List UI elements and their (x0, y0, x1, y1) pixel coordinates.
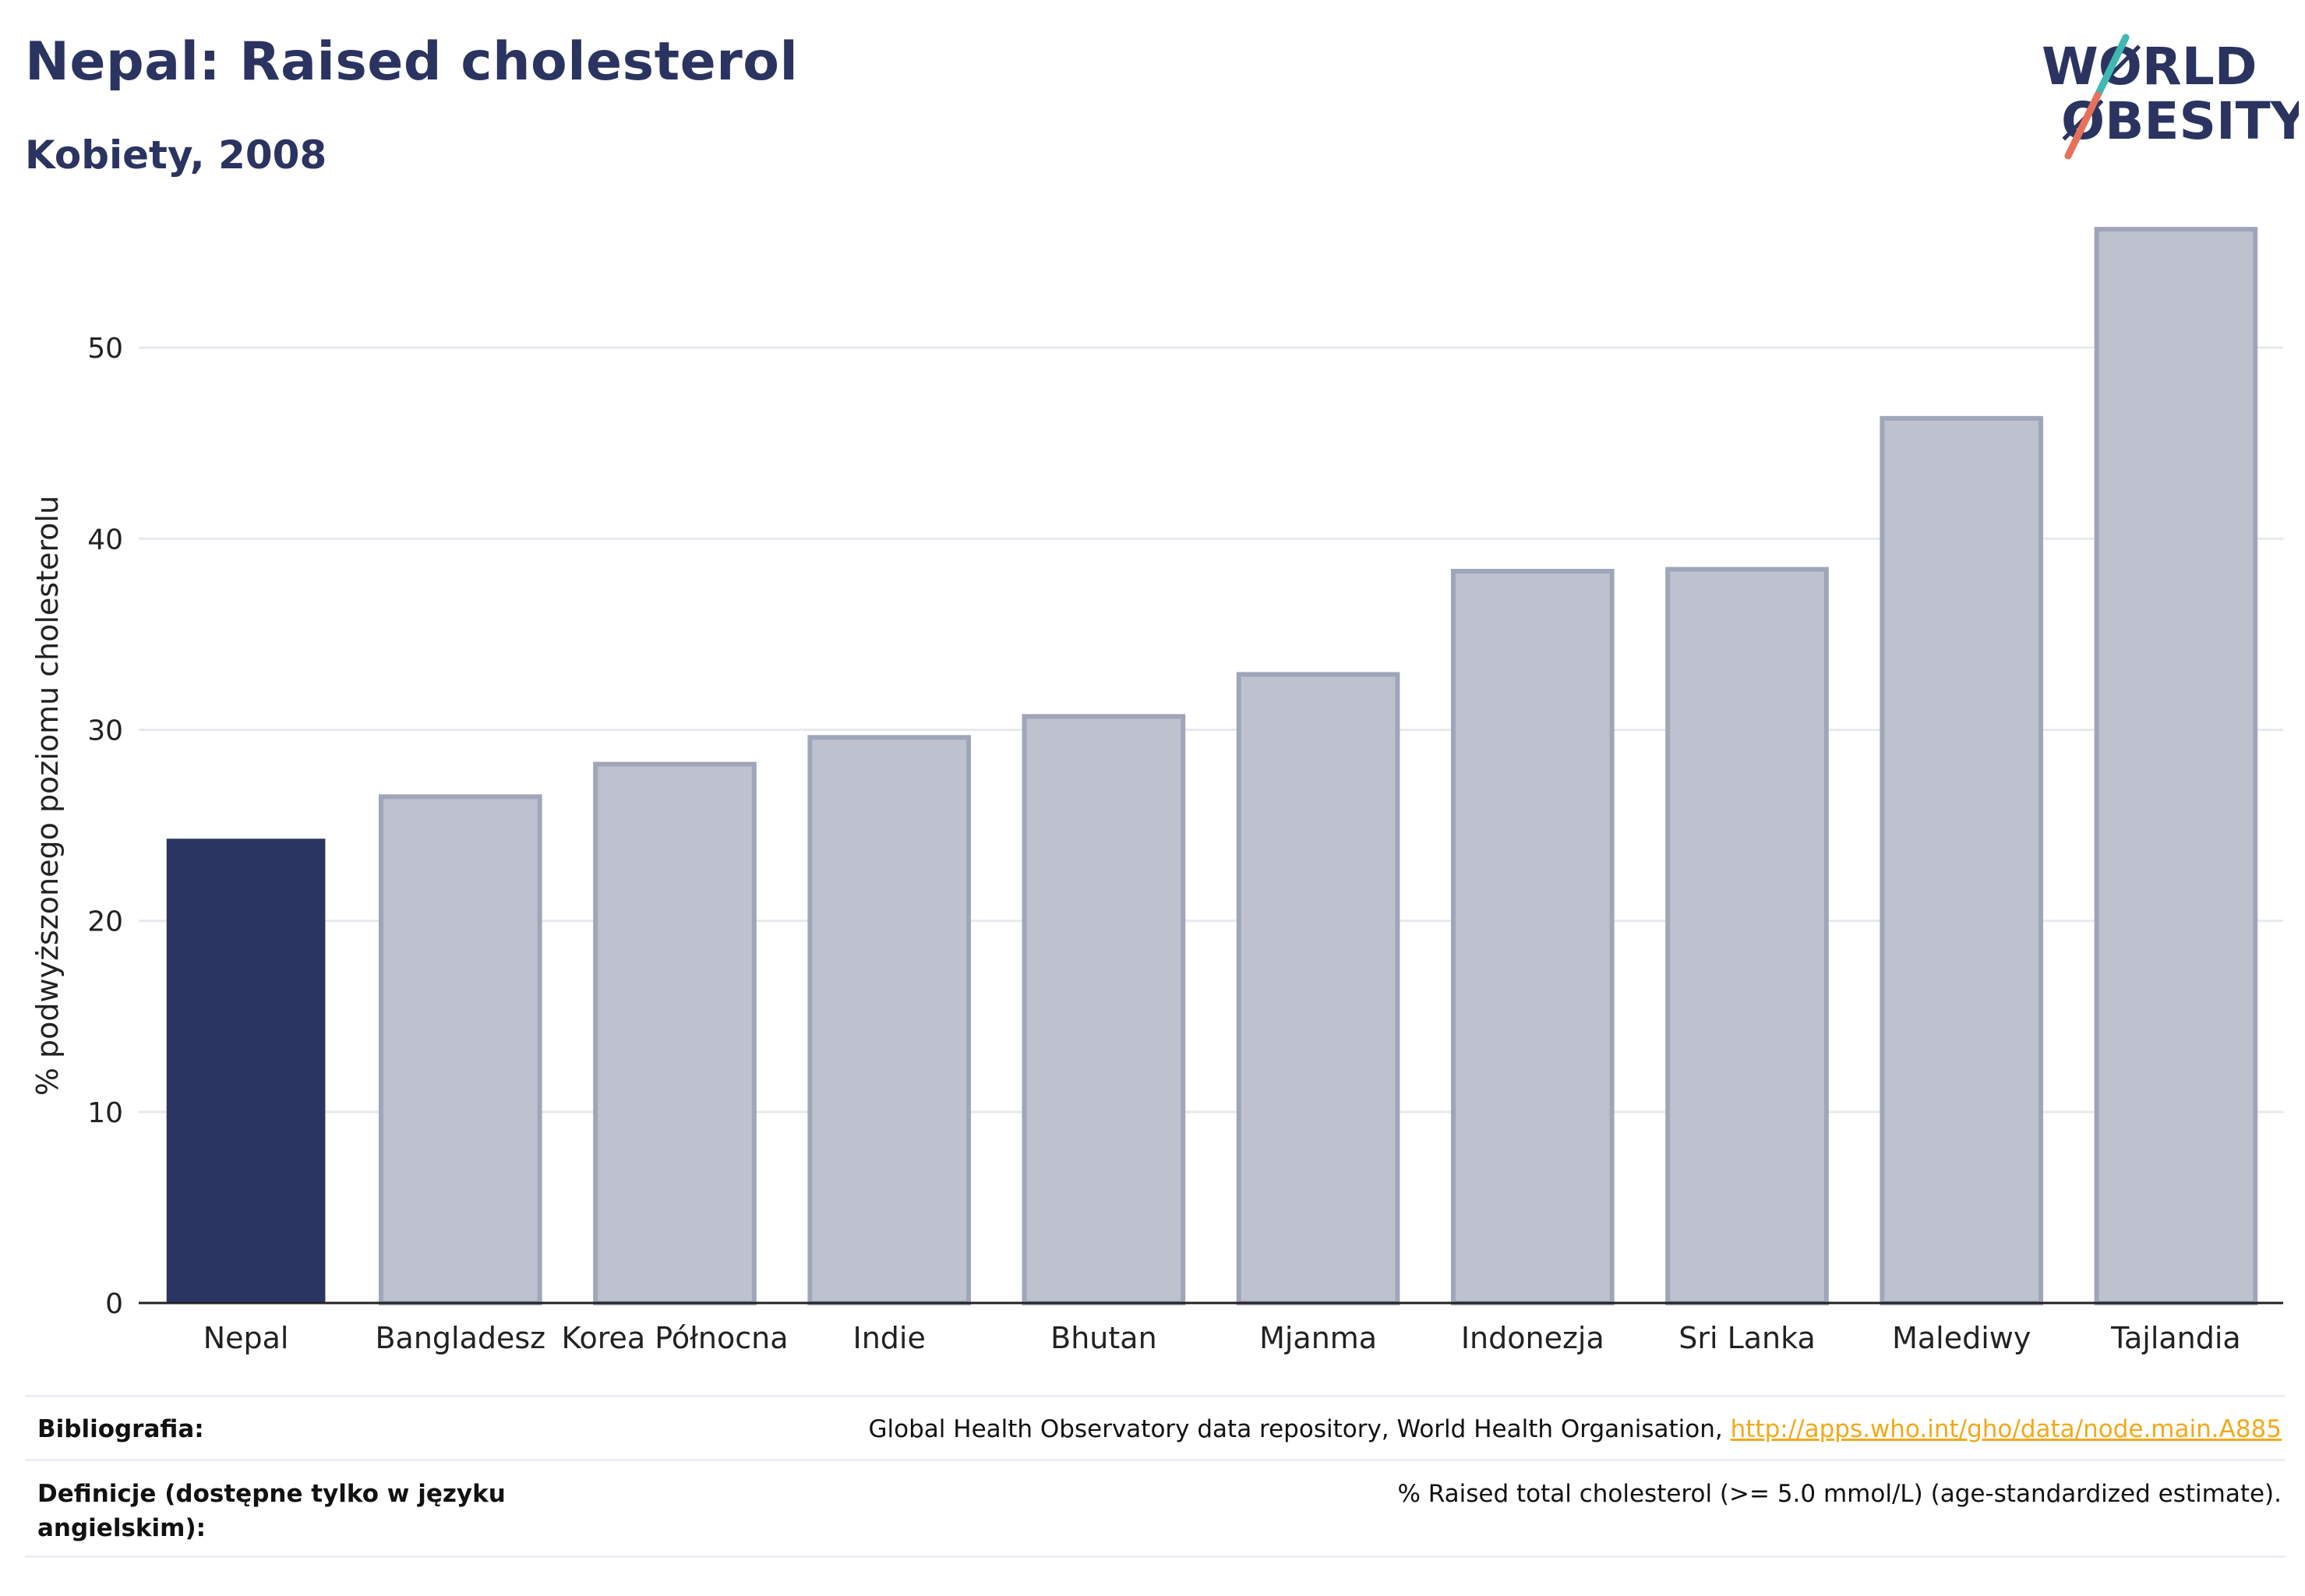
logo-line1: WØRLD (2042, 37, 2257, 97)
world-obesity-logo[interactable]: WØRLD ØBESITY (2026, 31, 2299, 171)
bibliography-link[interactable]: http://apps.who.int/gho/data/node.main.A… (1730, 1415, 2282, 1443)
bibliography-value: Global Health Observatory data repositor… (869, 1412, 2282, 1446)
footer-divider-middle (25, 1459, 2285, 1461)
bar-bhutan[interactable] (1022, 714, 1186, 1305)
x-tick-label: Bhutan (1050, 1321, 1157, 1355)
y-tick-label: 0 (105, 1288, 123, 1320)
x-tick-label: Indie (853, 1321, 926, 1355)
chart-bars (166, 227, 2258, 1306)
y-axis-ticks: 0 10 20 30 40 50 (87, 333, 123, 1320)
bibliography-text: Global Health Observatory data repositor… (868, 1415, 1731, 1443)
footer-divider-bottom (25, 1555, 2285, 1558)
bar-indie[interactable] (807, 735, 972, 1305)
bar-malediwy[interactable] (1880, 415, 2044, 1306)
x-tick-label: Malediwy (1892, 1321, 2031, 1355)
x-axis-ticks: Nepal Bangladesz Korea Północna Indie Bhutan… (203, 1321, 2241, 1355)
bar-bangladesz[interactable] (378, 794, 542, 1305)
footer-divider-top (25, 1395, 2285, 1397)
x-tick-label: Tajlandia (2110, 1321, 2241, 1355)
page-subtitle: Kobiety, 2008 (25, 132, 327, 178)
y-tick-label: 20 (87, 906, 123, 938)
y-axis-label: % podwyższonego poziomu cholesterolu (30, 496, 65, 1096)
page-title: Nepal: Raised cholesterol (25, 31, 799, 93)
bar-mjanma[interactable] (1236, 672, 1400, 1305)
x-tick-label: Korea Północna (561, 1321, 788, 1355)
bibliography-label: Bibliografia: (37, 1415, 204, 1443)
bar-tajlandia[interactable] (2094, 227, 2258, 1306)
logo-line2: ØBESITY (2061, 91, 2299, 151)
bar-chart: 0 10 20 30 40 50 Nepal Bangladesz Korea Północn… (30, 227, 2283, 1355)
logo-slash-bottom (2064, 91, 2102, 160)
x-tick-label: Bangladesz (375, 1321, 545, 1355)
y-tick-label: 50 (87, 333, 123, 365)
definitions-label: Definicje (dostępne tylko w języku angie… (37, 1480, 506, 1542)
bar-korea-p-nocna[interactable] (593, 761, 757, 1305)
x-tick-label: Sri Lanka (1678, 1321, 1816, 1355)
bar-indonezja[interactable] (1450, 568, 1615, 1305)
x-tick-label: Mjanma (1259, 1321, 1377, 1355)
logo-slash-top (2094, 34, 2130, 99)
y-tick-label: 40 (87, 524, 123, 556)
y-tick-label: 10 (87, 1097, 123, 1129)
bar-sri-lanka[interactable] (1665, 567, 1829, 1305)
y-tick-label: 30 (87, 715, 123, 747)
x-tick-label: Indonezja (1461, 1321, 1604, 1355)
x-tick-label: Nepal (203, 1321, 289, 1355)
definitions-value: % Raised total cholesterol (>= 5.0 mmol/… (1397, 1480, 2282, 1508)
bar-nepal[interactable] (166, 839, 326, 1303)
